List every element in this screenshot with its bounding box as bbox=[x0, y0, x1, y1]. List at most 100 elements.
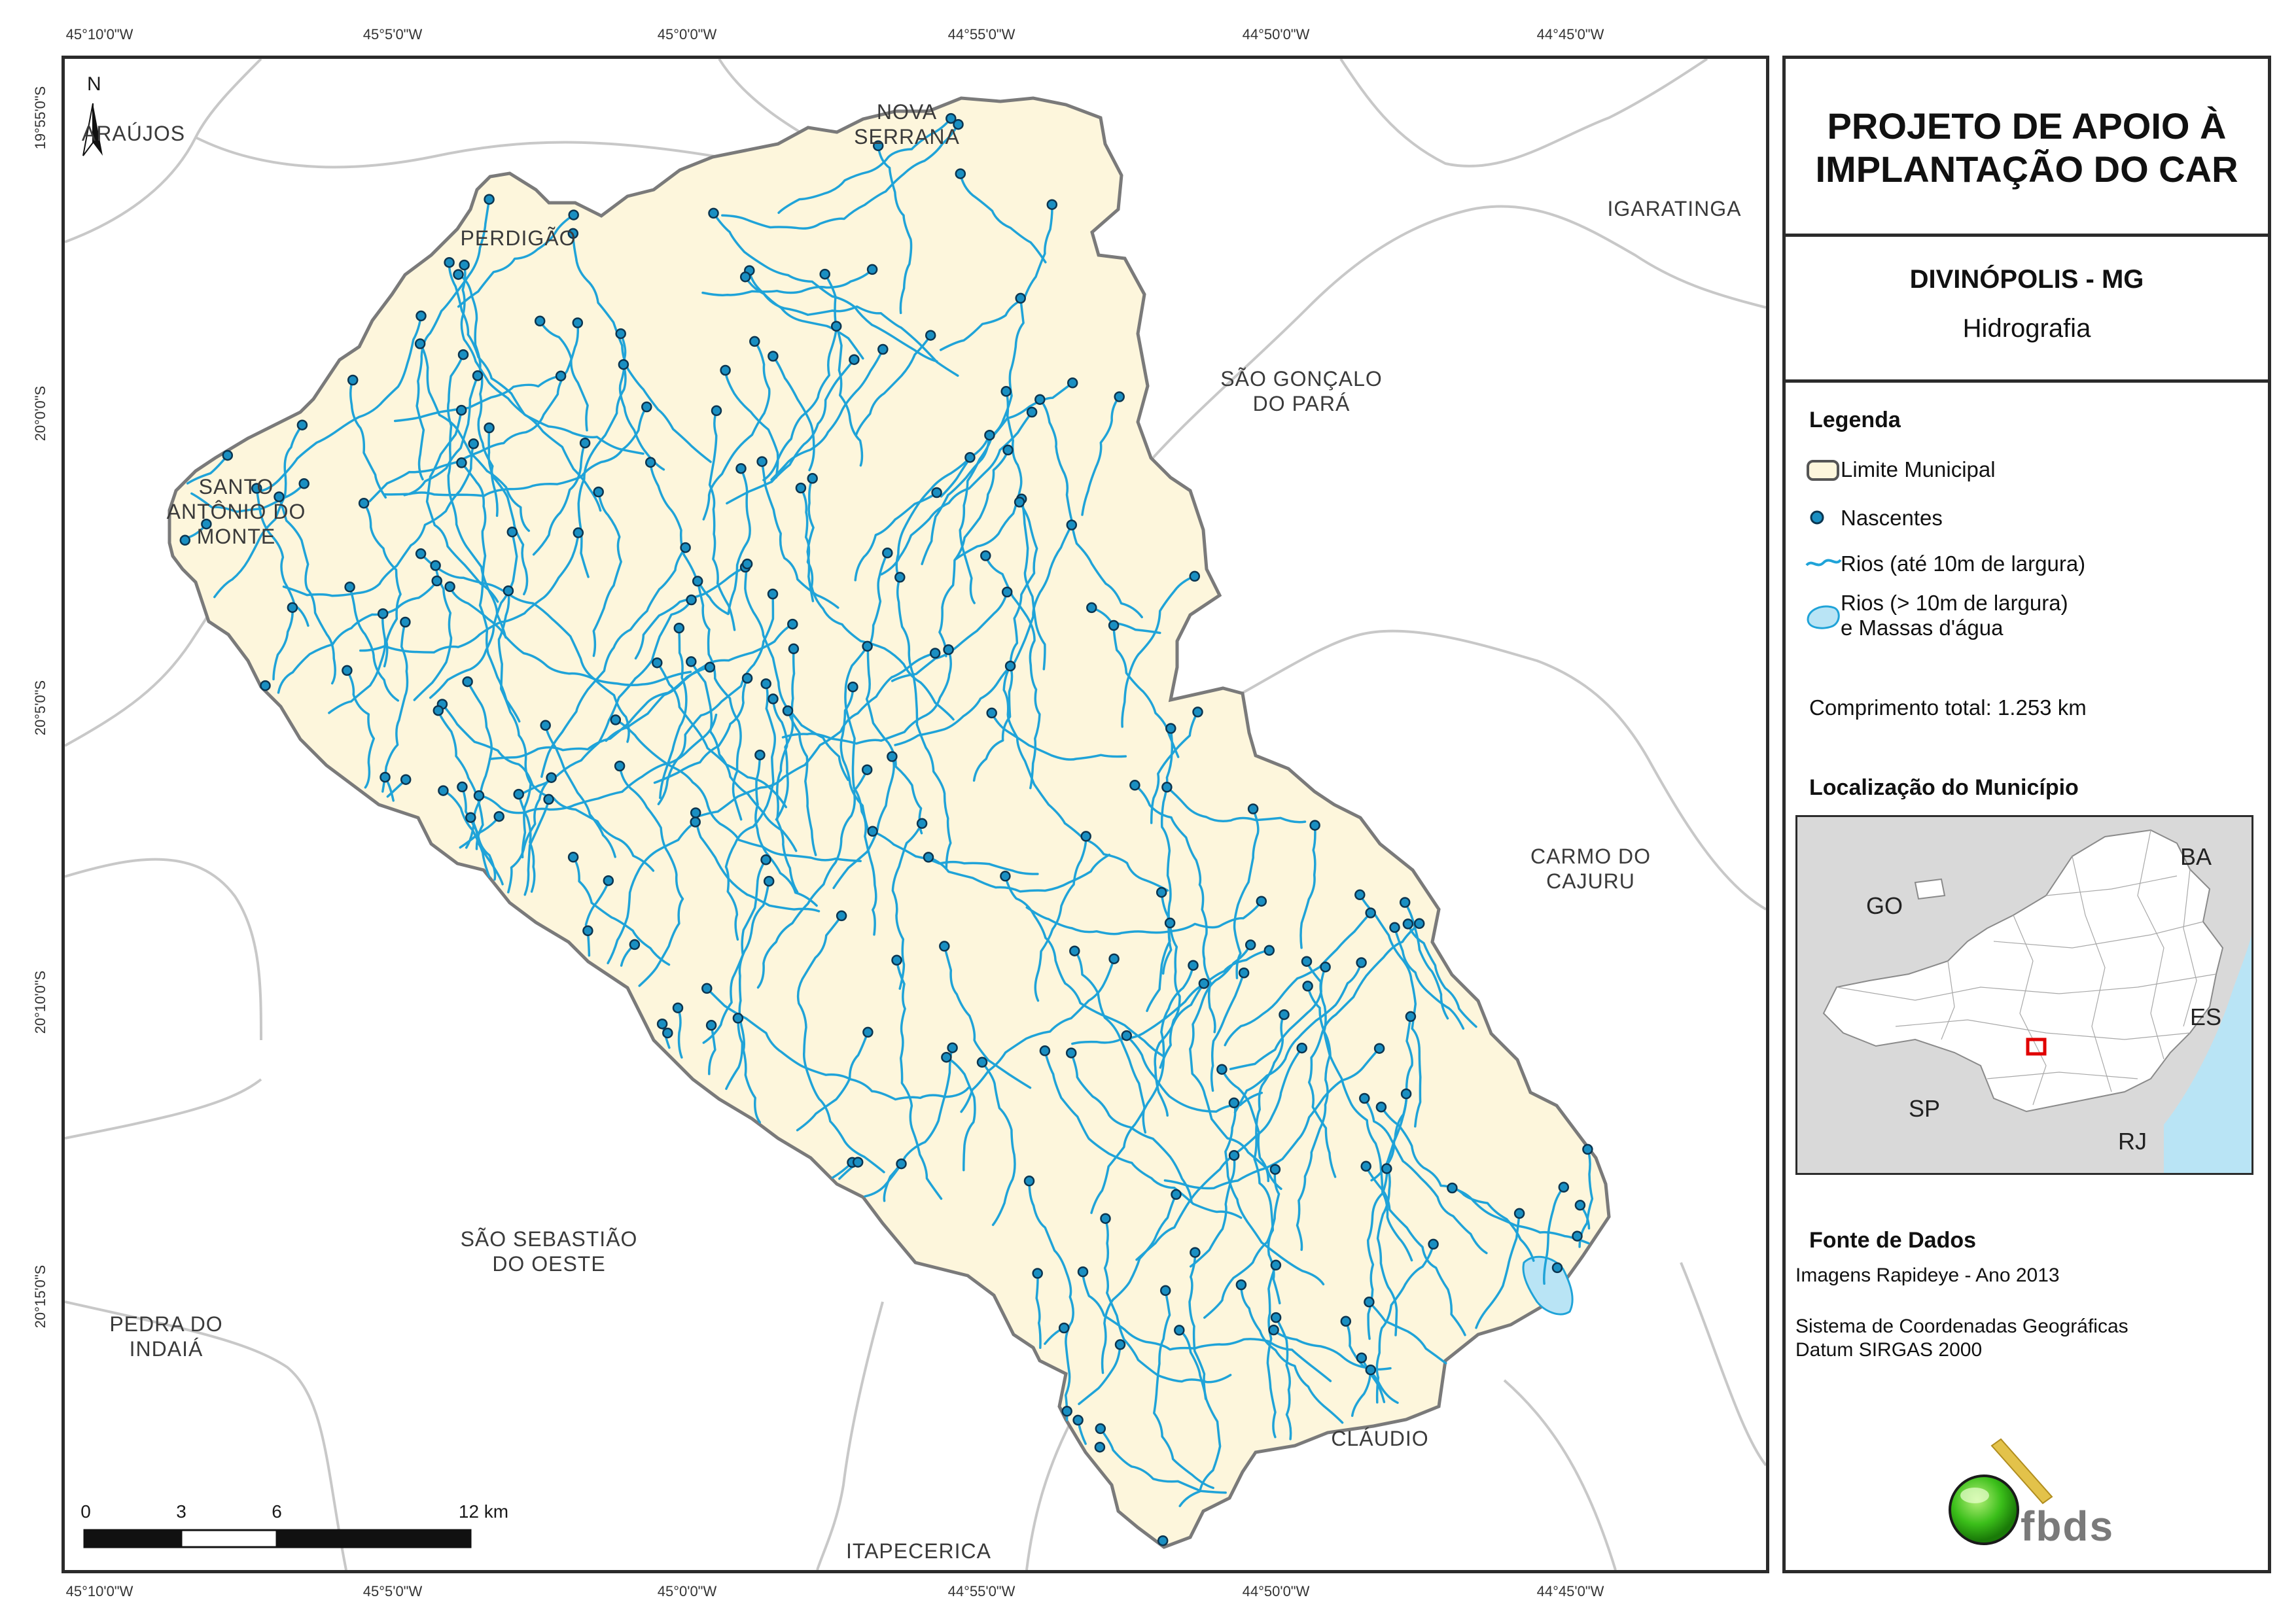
map-frame: N ARAÚJOS NOVA SERRANA PERDIGÃO IGARATIN… bbox=[62, 56, 1769, 1573]
spring-point bbox=[830, 321, 842, 332]
river-segment bbox=[855, 334, 932, 436]
north-arrow-icon bbox=[82, 103, 103, 156]
spring-point bbox=[836, 910, 847, 922]
spring-point bbox=[925, 330, 936, 341]
river-segment bbox=[775, 648, 796, 821]
spring-point bbox=[1365, 1364, 1377, 1376]
river-segment bbox=[945, 1056, 976, 1172]
river-segment bbox=[413, 564, 453, 701]
spring-point bbox=[1574, 1200, 1586, 1211]
river-segment bbox=[705, 987, 970, 1101]
river-segment bbox=[738, 880, 770, 1124]
spring-point bbox=[1582, 1143, 1593, 1155]
spring-point bbox=[862, 1026, 874, 1038]
spring-point bbox=[1001, 586, 1013, 598]
river-segment bbox=[883, 1046, 954, 1202]
spring-point bbox=[465, 812, 476, 823]
spring-point bbox=[741, 558, 753, 570]
river-segment bbox=[532, 442, 586, 556]
river-segment bbox=[1038, 398, 1143, 619]
river-segment bbox=[1090, 606, 1161, 635]
spring-point bbox=[1000, 871, 1011, 882]
river-segment bbox=[823, 273, 864, 467]
spring-point bbox=[1159, 1285, 1171, 1297]
spring-point bbox=[484, 422, 495, 434]
spring-point bbox=[1400, 1088, 1412, 1100]
spring-point bbox=[986, 707, 997, 719]
legend-label-rios-ate-10m: Rios (até 10m de largura) bbox=[1841, 551, 2086, 576]
river-segment bbox=[1121, 575, 1196, 728]
coord-left-20-10: 20°10'0"S bbox=[32, 970, 48, 1034]
river-segment bbox=[1153, 1289, 1214, 1490]
inset-label-ba: BA bbox=[2180, 843, 2212, 870]
river-segment bbox=[1307, 922, 1421, 1178]
spring-point bbox=[1235, 1279, 1247, 1291]
scale-label-3: 3 bbox=[176, 1501, 186, 1522]
spring-point bbox=[1198, 978, 1210, 989]
spring-point bbox=[1245, 939, 1256, 951]
spring-point bbox=[1000, 386, 1012, 397]
river-segment bbox=[844, 645, 877, 936]
river-segment bbox=[1189, 1154, 1236, 1268]
spring-point bbox=[1320, 961, 1331, 973]
spring-point bbox=[1039, 1045, 1051, 1056]
river-segment bbox=[1178, 1329, 1222, 1507]
river-segment bbox=[959, 381, 1074, 604]
spring-point bbox=[543, 794, 554, 805]
river-segment bbox=[712, 212, 938, 363]
spring-point bbox=[534, 315, 546, 327]
river-segment bbox=[1090, 964, 1195, 1214]
river-segment bbox=[348, 585, 400, 702]
spring-point bbox=[433, 705, 444, 716]
river-segment bbox=[777, 117, 953, 215]
river-segment bbox=[1299, 824, 1316, 949]
spring-point bbox=[732, 1013, 744, 1024]
spring-point bbox=[767, 588, 779, 600]
spring-point bbox=[1189, 570, 1201, 582]
river-segment bbox=[871, 830, 1039, 875]
river-segment bbox=[955, 390, 1023, 561]
spring-point bbox=[503, 585, 514, 597]
spring-point bbox=[641, 401, 652, 413]
spring-point bbox=[1268, 1324, 1279, 1336]
spring-point bbox=[945, 113, 957, 124]
river-segment bbox=[614, 718, 862, 862]
river-segment bbox=[448, 261, 602, 512]
spring-point bbox=[1066, 519, 1078, 531]
river-segment bbox=[796, 1031, 870, 1132]
spring-point bbox=[711, 405, 722, 417]
location-heading: Localização do Município bbox=[1809, 775, 2079, 800]
river-segment bbox=[943, 945, 1032, 1089]
spring-point bbox=[358, 497, 370, 509]
river-segment bbox=[447, 353, 507, 639]
minas-gerais-state bbox=[1822, 829, 2224, 1113]
coord-top-45-5: 45°5'0"W bbox=[362, 26, 423, 43]
location-inset-map: BA GO ES SP RJ bbox=[1795, 815, 2253, 1175]
river-segment bbox=[754, 754, 818, 907]
river-segment bbox=[1578, 1148, 1594, 1248]
spring-point bbox=[1301, 956, 1313, 967]
river-segment bbox=[381, 621, 409, 793]
spring-point bbox=[1164, 917, 1176, 929]
river-segment bbox=[839, 686, 870, 831]
municipality-label-araujos: ARAÚJOS bbox=[81, 122, 186, 145]
river-segment bbox=[659, 627, 688, 799]
river-segment bbox=[487, 427, 529, 596]
spring-point bbox=[1216, 1064, 1227, 1075]
river-segment bbox=[1189, 943, 1282, 1191]
spring-point bbox=[852, 1157, 864, 1168]
spring-point bbox=[593, 486, 604, 498]
river-segment bbox=[1002, 665, 1169, 892]
river-segment bbox=[1233, 961, 1363, 1114]
municipality-label-nova-serrana: NOVA SERRANA bbox=[854, 100, 960, 148]
river-segment bbox=[362, 502, 402, 668]
spring-point bbox=[1072, 1414, 1084, 1426]
river-segment bbox=[368, 321, 579, 502]
spring-point bbox=[1309, 820, 1320, 831]
spring-point bbox=[473, 790, 485, 801]
river-segment bbox=[1275, 1316, 1292, 1440]
spring-point bbox=[749, 336, 760, 347]
river-segment bbox=[618, 765, 684, 987]
river-segment bbox=[744, 563, 849, 781]
spring-point bbox=[1108, 620, 1120, 631]
